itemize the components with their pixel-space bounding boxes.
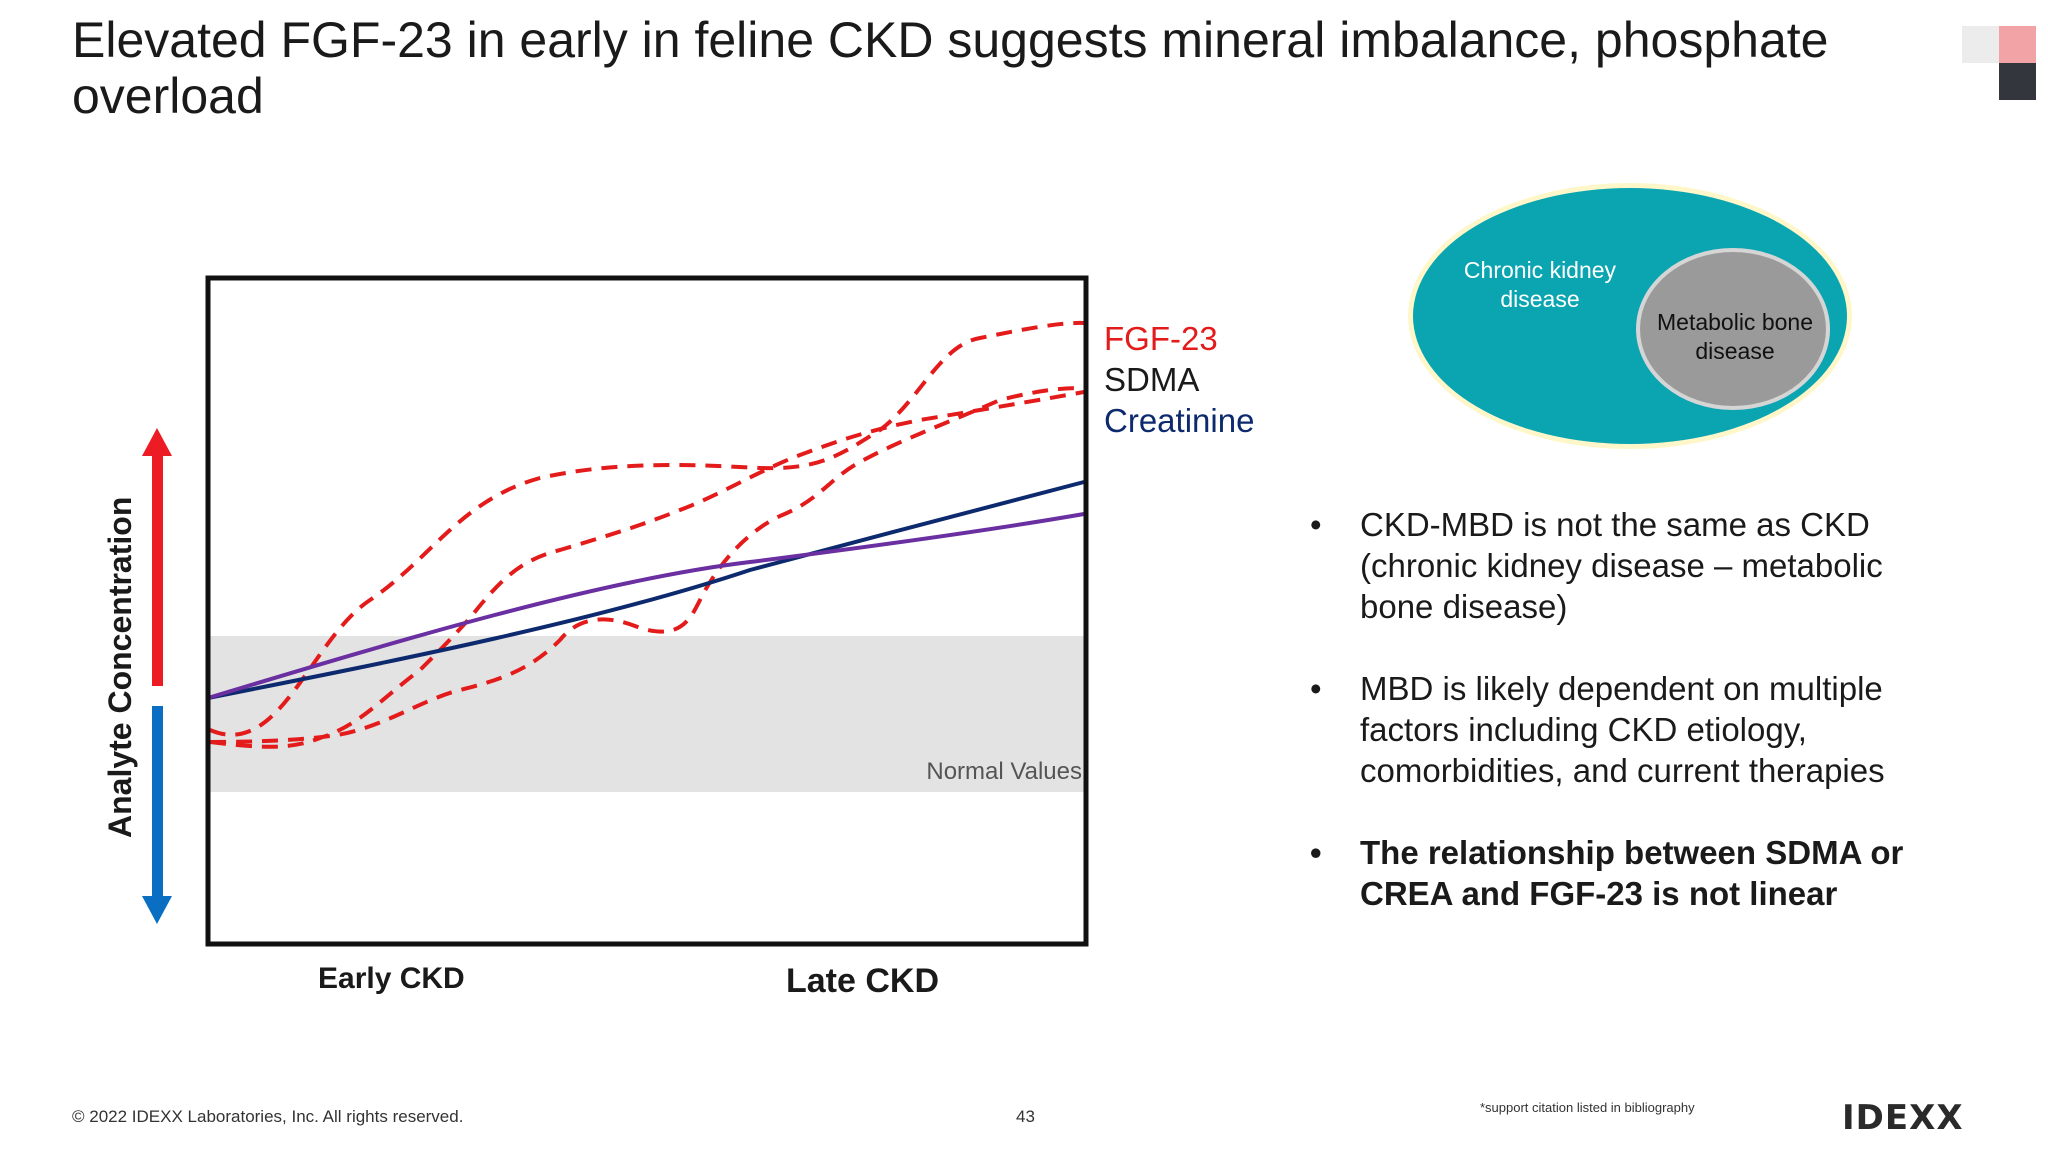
purple-line — [207, 512, 1085, 700]
venn-diagram — [1408, 183, 1852, 449]
chart-frame — [205, 275, 1089, 947]
y-axis-label: Analyte Concentration — [102, 496, 138, 838]
fgf23-line-3 — [209, 386, 1085, 744]
corner-block-pink — [1999, 26, 2036, 63]
arrow-down-icon — [142, 896, 172, 924]
legend-sdma: SDMA — [1104, 361, 1200, 398]
copyright-text: © 2022 IDEXX Laboratories, Inc. All righ… — [72, 1107, 464, 1126]
arrow-up-icon — [142, 428, 172, 456]
x-tick-early-ckd: Early CKD — [318, 962, 465, 995]
arrow-down-shaft — [152, 706, 163, 902]
idexx-logo: IDEXX — [1842, 1098, 1964, 1138]
venn-label-mbd: Metabolic bone disease — [1657, 309, 1813, 364]
corner-block-dark — [1999, 63, 2036, 100]
corner-decoration — [1962, 26, 2036, 100]
corner-block-light — [1962, 26, 1999, 63]
normal-values-band — [210, 636, 1084, 792]
arrow-up-shaft — [152, 446, 163, 686]
analyte-chart — [142, 275, 1089, 947]
x-tick-late-ckd: Late CKD — [786, 962, 940, 1000]
fgf23-line-1 — [209, 320, 1085, 737]
slide-title: Elevated FGF-23 in early in feline CKD s… — [72, 12, 1829, 124]
chart-legend: FGF-23 SDMA Creatinine — [1104, 318, 1254, 441]
fgf23-line-2 — [209, 390, 1085, 749]
page-number: 43 — [1016, 1107, 1035, 1126]
bullet-item: MBD is likely dependent on multiple fact… — [1310, 668, 1950, 791]
legend-fgf23: FGF-23 — [1104, 320, 1218, 357]
citation-note: *support citation listed in bibliography — [1480, 1100, 1695, 1115]
normal-values-label: Normal Values — [926, 758, 1082, 785]
bullet-list: CKD-MBD is not the same as CKD (chronic … — [1310, 504, 1950, 955]
venn-mbd-ellipse — [1640, 252, 1826, 406]
venn-label-ckd: Chronic kidney disease — [1463, 257, 1617, 312]
legend-creatinine: Creatinine — [1104, 402, 1255, 439]
bullet-item: CKD-MBD is not the same as CKD (chronic … — [1310, 504, 1950, 627]
creatinine-line — [207, 480, 1085, 700]
bullet-item-emphasis: The relationship between SDMA or CREA an… — [1310, 832, 1950, 914]
